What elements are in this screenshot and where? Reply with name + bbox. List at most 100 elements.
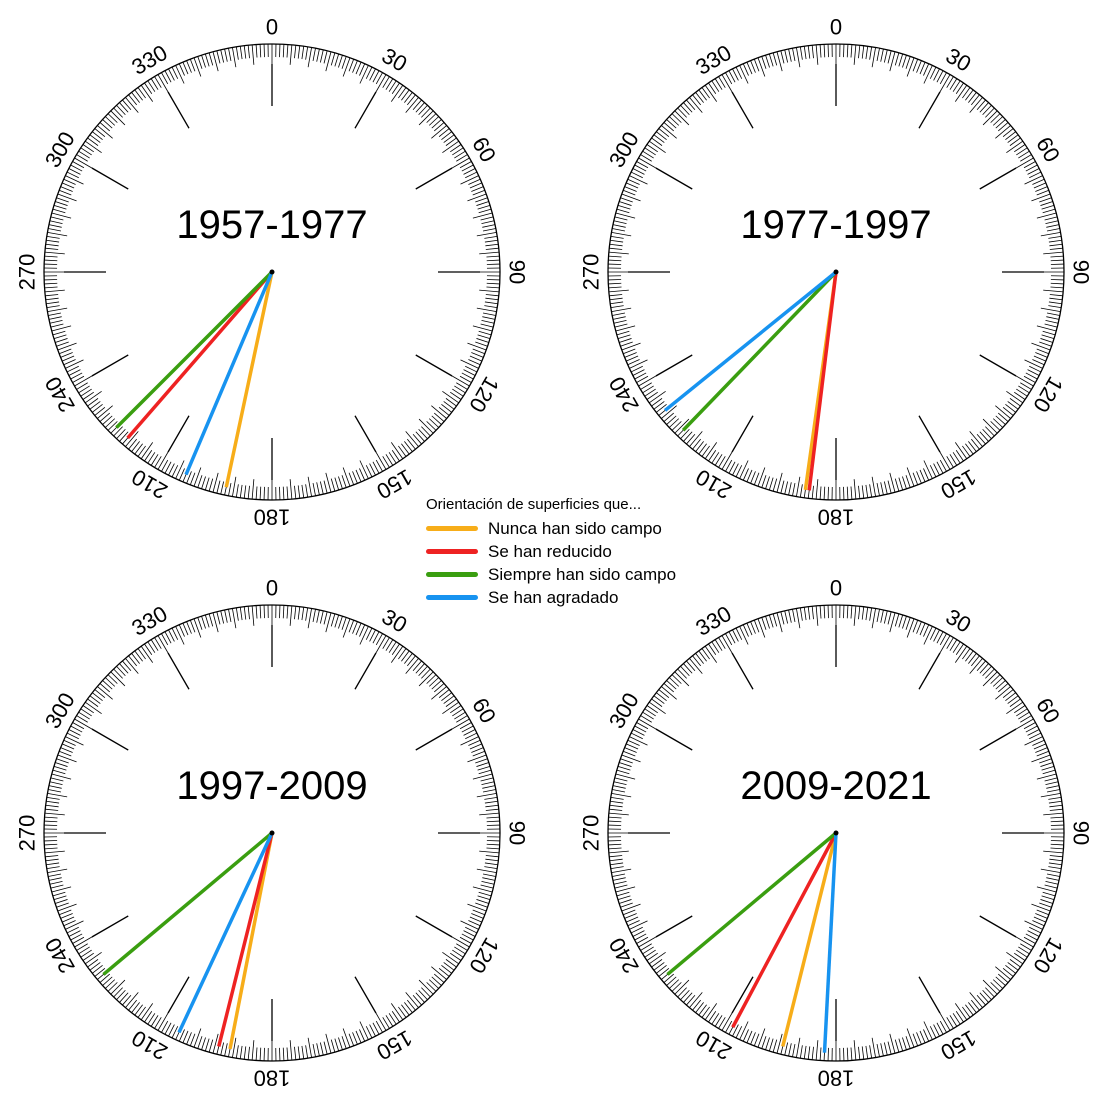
degree-tick [998, 412, 1009, 422]
degree-tick [680, 989, 690, 1001]
degree-tick [632, 369, 645, 376]
degree-tick [613, 319, 627, 324]
degree-tick [865, 46, 869, 60]
degree-tick [171, 465, 179, 478]
degree-tick [768, 614, 774, 628]
degree-tick [388, 641, 397, 653]
degree-tick [883, 49, 888, 63]
tick-label: 30 [942, 604, 976, 638]
degree-tick [1040, 201, 1053, 206]
degree-tick [663, 683, 674, 693]
degree-tick [251, 605, 255, 626]
degree-tick [178, 1029, 185, 1042]
tick-label: 240 [40, 933, 80, 977]
degree-tick [334, 1038, 340, 1052]
degree-tick [615, 886, 636, 893]
degree-tick [846, 486, 849, 500]
degree-tick [294, 606, 297, 620]
degree-tick [623, 189, 636, 196]
degree-tick [485, 297, 499, 301]
degree-tick [412, 995, 422, 1006]
degree-tick [1024, 736, 1043, 746]
degree-tick [472, 750, 485, 757]
degree-tick [434, 973, 445, 983]
degree-tick [1024, 175, 1043, 185]
degree-tick [251, 479, 255, 500]
degree-tick [428, 418, 440, 428]
degree-tick [807, 1046, 811, 1060]
degree-tick [338, 1037, 343, 1050]
degree-tick [906, 467, 915, 487]
degree-tick [620, 758, 633, 764]
degree-tick [128, 438, 138, 450]
degree-tick [968, 653, 977, 664]
degree-tick [610, 866, 624, 870]
degree-tick [243, 45, 247, 59]
major-tick [731, 415, 754, 453]
degree-tick [739, 626, 749, 645]
degree-tick [441, 404, 452, 413]
degree-tick [695, 1002, 704, 1013]
degree-tick [45, 858, 59, 862]
degree-tick [982, 418, 998, 434]
degree-tick [609, 294, 623, 297]
degree-tick [853, 605, 857, 626]
degree-tick [776, 51, 783, 72]
degree-tick [683, 102, 693, 113]
degree-tick [418, 418, 434, 434]
degree-tick [615, 773, 636, 780]
major-tick [415, 915, 453, 938]
degree-tick [1009, 698, 1021, 707]
tick-label: 180 [818, 505, 855, 530]
degree-tick [97, 686, 113, 700]
degree-tick [871, 1037, 876, 1058]
major-tick [167, 652, 190, 690]
degree-tick [807, 45, 811, 59]
degree-tick [80, 708, 92, 717]
degree-tick [701, 87, 710, 99]
major-tick [979, 167, 1017, 190]
degree-tick [247, 45, 250, 59]
degree-tick [742, 63, 749, 76]
degree-tick [902, 55, 907, 68]
degree-tick [853, 1040, 857, 1061]
degree-tick [204, 53, 210, 67]
degree-tick [1002, 406, 1014, 416]
degree-tick [147, 452, 156, 464]
major-tick [655, 167, 693, 190]
degree-tick [761, 617, 767, 630]
degree-tick [1016, 147, 1028, 156]
degree-tick [44, 251, 65, 255]
degree-tick [976, 99, 986, 110]
degree-tick [1016, 949, 1028, 958]
degree-tick [342, 57, 351, 77]
degree-tick [485, 247, 499, 250]
degree-tick [732, 68, 739, 81]
degree-tick [1032, 739, 1045, 746]
degree-tick [614, 777, 628, 782]
degree-tick [401, 89, 410, 101]
degree-tick [228, 609, 232, 623]
major-tick [731, 91, 754, 129]
degree-tick [1036, 909, 1049, 916]
tick-label: 180 [254, 505, 291, 530]
degree-tick [695, 441, 704, 452]
degree-tick [85, 701, 102, 715]
degree-tick [646, 705, 658, 714]
degree-tick [939, 459, 947, 472]
degree-tick [861, 45, 865, 59]
degree-tick [1002, 128, 1014, 138]
degree-tick [60, 913, 73, 919]
major-tick [655, 915, 693, 938]
degree-tick [480, 216, 494, 221]
degree-tick [359, 624, 366, 637]
degree-tick [923, 468, 930, 481]
degree-tick [612, 877, 626, 881]
degree-tick [919, 61, 926, 75]
degree-tick [89, 401, 101, 410]
degree-tick [979, 992, 989, 1003]
degree-tick [486, 847, 500, 850]
degree-tick [441, 965, 452, 974]
degree-tick [82, 391, 94, 400]
degree-tick [615, 325, 636, 332]
